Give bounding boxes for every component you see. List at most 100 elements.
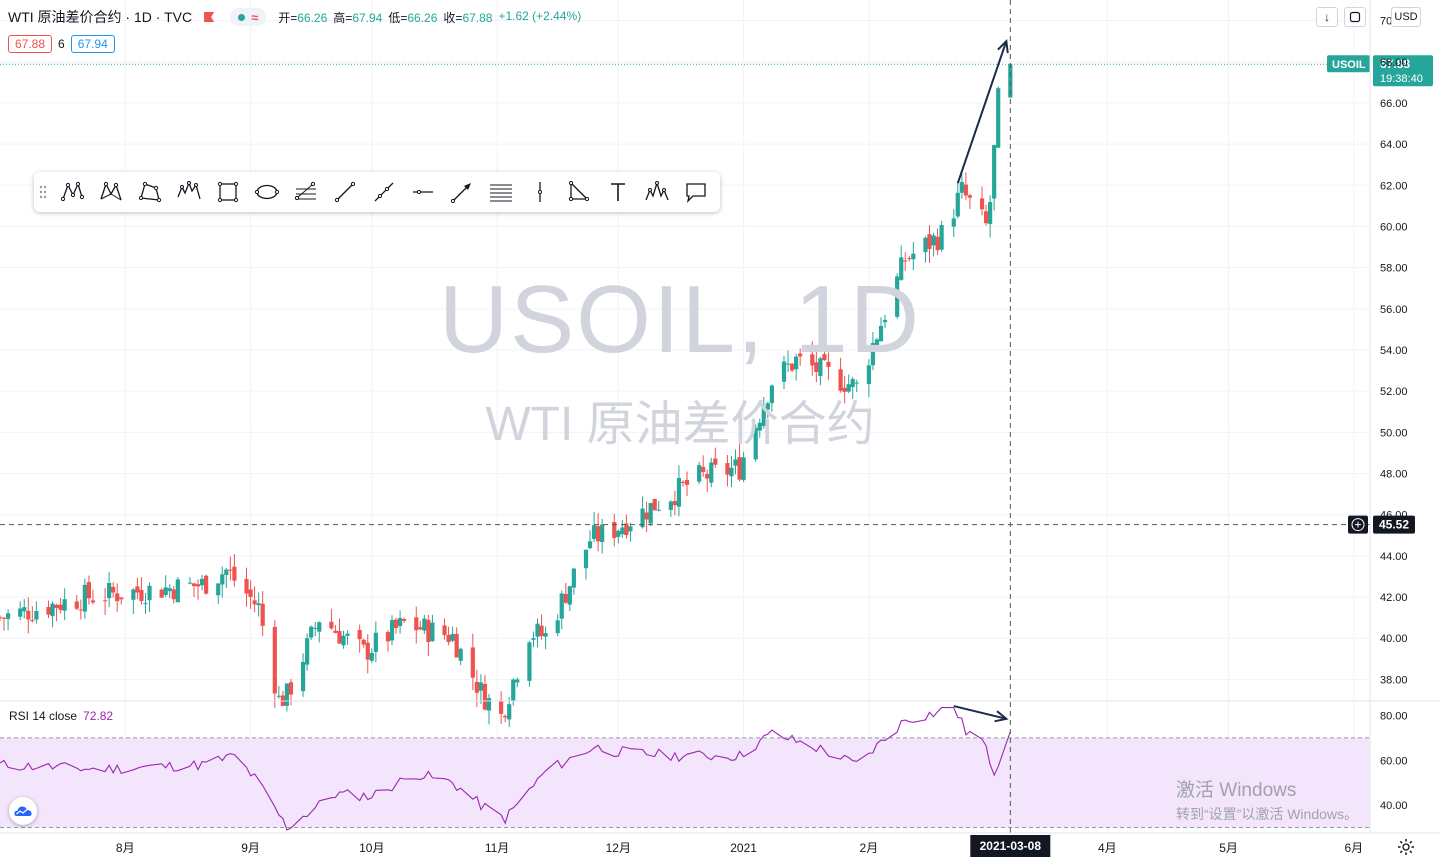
candle-body	[216, 583, 221, 596]
candle-body	[450, 633, 455, 641]
candle	[300, 653, 306, 697]
arrow-tool-button[interactable]	[442, 172, 481, 212]
candle	[82, 578, 87, 619]
rsi-label[interactable]: RSI 14 close	[9, 709, 78, 723]
rectangle-tool-button[interactable]	[208, 172, 247, 212]
candle	[159, 588, 164, 598]
maximize-pane-button[interactable]	[1344, 7, 1366, 27]
trend-line-icon	[334, 181, 355, 203]
trend-line-tool-button[interactable]	[325, 172, 364, 212]
candle-body	[531, 638, 536, 640]
flag-icon[interactable]	[204, 12, 215, 22]
crosshair-date-tag: 2021-03-08	[970, 835, 1051, 857]
candle-body	[535, 623, 540, 637]
settings-gear-icon[interactable]	[1397, 838, 1415, 856]
symbol-title[interactable]: WTI 原油差价合约 · 1D · TVC	[8, 9, 193, 25]
ray-icon	[374, 182, 393, 202]
candle	[672, 490, 677, 516]
candle	[507, 697, 512, 728]
candle	[866, 359, 871, 398]
activation-subtitle: 转到“设置”以激活 Windows。	[1176, 806, 1359, 822]
abcd-pattern-tool-button[interactable]	[130, 172, 169, 212]
drag-handle-icon[interactable]	[34, 172, 52, 212]
pane-buttons: ↓	[1316, 7, 1366, 27]
text-tool-button[interactable]	[598, 172, 637, 212]
symbol-tag-bg	[1327, 55, 1370, 73]
candle	[555, 614, 560, 637]
candle-body	[131, 589, 136, 600]
tradingview-logo-button[interactable]	[9, 797, 37, 825]
candle-body	[935, 236, 940, 251]
ray-tool-button[interactable]	[364, 172, 403, 212]
sell-price-button[interactable]: 67.88	[8, 35, 53, 53]
price-axis-label: 62.00	[1380, 180, 1408, 192]
candle-body	[882, 319, 888, 323]
candle	[781, 355, 787, 389]
candle	[543, 626, 548, 650]
candle-body	[761, 406, 766, 426]
fib-retracement-tool-button[interactable]	[286, 172, 325, 212]
candle-body	[228, 569, 233, 571]
triangle-tool-button[interactable]	[559, 172, 598, 212]
candle	[531, 631, 536, 648]
last-price-text: 67.88	[1380, 57, 1410, 71]
candle	[684, 471, 690, 497]
candle	[107, 572, 112, 608]
last-price-tag: USOIL 67.88 19:38:40	[1327, 55, 1433, 87]
candle-body	[86, 582, 92, 599]
price-tag-bg	[1373, 55, 1433, 87]
candle-body	[107, 582, 112, 599]
elliott-wave-tool-button[interactable]	[169, 172, 208, 212]
candle	[305, 633, 310, 671]
callout-tool-button[interactable]	[676, 172, 715, 212]
low-label: 低	[388, 10, 401, 25]
move-pane-down-button[interactable]: ↓	[1316, 7, 1338, 27]
candle	[373, 621, 378, 663]
price-axis-label: 44.00	[1380, 551, 1408, 563]
ellipse-tool-button[interactable]	[247, 172, 286, 212]
candle-body	[369, 652, 374, 661]
cypher-pattern-icon	[99, 181, 122, 201]
candle-body	[1008, 64, 1013, 98]
parallel-channel-tool-button[interactable]	[481, 172, 520, 212]
price-axis-label: 48.00	[1380, 469, 1408, 481]
horizontal-line-tool-button[interactable]	[403, 172, 442, 212]
candle	[486, 693, 492, 725]
symbol-legend: WTI 原油差价合约 · 1D · TVC ≈ 开=66.26 高=67.94 …	[8, 6, 581, 28]
candle-body	[309, 626, 314, 638]
price-axis-label: 52.00	[1380, 386, 1408, 398]
close-value: 67.88	[462, 10, 493, 25]
candle	[397, 610, 403, 634]
candle	[252, 586, 257, 613]
candlestick-series	[0, 63, 1013, 728]
rsi-line	[0, 706, 1011, 831]
candle-body	[232, 566, 237, 581]
candle-body	[470, 647, 475, 678]
vertical-line-tool-button[interactable]	[520, 172, 559, 212]
time-axis-label: 4月	[1098, 841, 1117, 855]
candle	[90, 589, 96, 605]
xabcd-pattern-tool-button[interactable]	[52, 172, 91, 212]
candle-body	[397, 617, 403, 627]
candle-body	[414, 617, 419, 631]
candle-body	[741, 457, 746, 481]
candle-body	[733, 459, 738, 466]
candle	[446, 626, 451, 646]
currency-button[interactable]: USD	[1391, 7, 1421, 27]
candle-body	[559, 593, 564, 619]
cypher-pattern-tool-button[interactable]	[91, 172, 130, 212]
vertical-line-icon	[537, 182, 542, 202]
candle-body	[709, 462, 714, 483]
candle	[826, 352, 831, 381]
candle	[729, 456, 734, 488]
candle	[143, 593, 148, 614]
abcd-pattern-icon	[138, 181, 161, 203]
buy-price-button[interactable]: 67.94	[70, 35, 115, 53]
head-shoulders-tool-button[interactable]	[637, 172, 676, 212]
time-axis-label: 8月	[116, 841, 135, 855]
open-label: 开	[278, 10, 291, 25]
rsi-value: 72.82	[83, 709, 114, 723]
market-status-pill[interactable]: ≈	[230, 8, 267, 26]
candle	[167, 584, 172, 599]
